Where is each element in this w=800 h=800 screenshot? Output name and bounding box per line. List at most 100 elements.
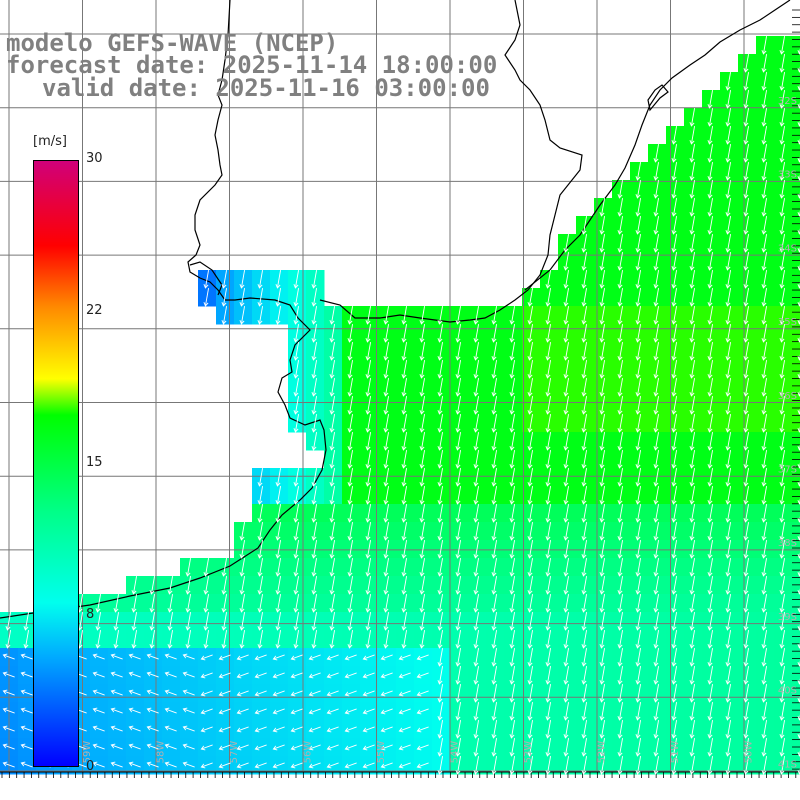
wind-arrow (725, 216, 732, 235)
wind-arrow (671, 396, 678, 415)
wind-arrow (473, 720, 480, 739)
wind-arrow (743, 180, 750, 199)
wind-arrow (743, 432, 750, 451)
wind-arrow (689, 630, 696, 649)
wind-arrow (725, 162, 732, 181)
wind-arrow (617, 450, 624, 469)
wind-arrow (653, 234, 660, 253)
wind-arrow (743, 414, 750, 433)
wind-arrow (149, 612, 156, 631)
wind-arrow (599, 504, 606, 523)
wind-arrow (527, 594, 534, 613)
wind-arrow (380, 744, 393, 751)
wind-arrow (707, 486, 714, 505)
wind-arrow (455, 342, 462, 361)
wind-speed-cell (792, 648, 800, 667)
wind-arrow (344, 708, 357, 715)
wind-arrow (329, 540, 336, 559)
wind-arrow (491, 540, 498, 559)
wind-arrow (779, 594, 786, 613)
wind-arrow (419, 450, 426, 469)
wind-arrow (164, 671, 177, 678)
wind-arrow (509, 432, 516, 451)
wind-arrow (725, 630, 732, 649)
wind-arrow (779, 414, 786, 433)
wind-arrow (257, 558, 264, 577)
wind-arrow (365, 396, 372, 415)
wind-arrow (221, 270, 228, 289)
wind-arrow (509, 414, 516, 433)
wind-arrow (725, 666, 732, 685)
wind-arrow (398, 672, 411, 679)
wind-arrow (671, 594, 678, 613)
wind-arrow (113, 612, 120, 631)
wind-arrow (347, 468, 354, 487)
wind-arrow (401, 594, 408, 613)
wind-arrow (131, 612, 138, 631)
forecast-date: forecast date: 2025-11-14 18:00:00 (6, 51, 498, 79)
wind-arrow (491, 756, 498, 775)
wind-arrow (653, 576, 660, 595)
wind-arrow (203, 270, 210, 289)
wind-arrow (383, 414, 390, 433)
colorbar-tick-label: 8 (86, 607, 95, 622)
wind-arrow (290, 708, 303, 715)
wind-arrow (455, 504, 462, 523)
wind-arrow (635, 378, 642, 397)
wind-arrow (344, 744, 357, 751)
wind-arrow (383, 396, 390, 415)
wind-arrow (527, 720, 534, 739)
wind-arrow (581, 252, 588, 271)
wind-arrow (455, 630, 462, 649)
wind-arrow (545, 450, 552, 469)
wind-arrow (563, 468, 570, 487)
wind-arrow (437, 702, 444, 721)
wind-arrow (455, 522, 462, 541)
wind-arrow (527, 450, 534, 469)
wind-arrow (743, 486, 750, 505)
wind-speed-cell (792, 198, 800, 217)
wind-arrow (635, 306, 642, 325)
wind-arrow (473, 558, 480, 577)
wind-arrow (326, 726, 339, 733)
wind-arrow (707, 234, 714, 253)
wind-arrow (617, 630, 624, 649)
wind-arrow (725, 540, 732, 559)
wind-arrow (509, 540, 516, 559)
wind-arrow (581, 522, 588, 541)
wind-arrow (527, 288, 534, 307)
wind-arrow (455, 756, 462, 775)
wind-arrow (113, 630, 120, 649)
wind-arrow (92, 743, 105, 750)
wind-arrow (347, 432, 354, 451)
wind-arrow (725, 108, 732, 127)
wind-arrow (617, 558, 624, 577)
wind-arrow (689, 378, 696, 397)
wind-arrow (308, 672, 321, 679)
wind-arrow (617, 756, 624, 775)
wind-arrow (527, 378, 534, 397)
wind-arrow (743, 576, 750, 595)
wind-arrow (581, 468, 588, 487)
wind-arrow (635, 414, 642, 433)
wind-arrow (707, 522, 714, 541)
wind-arrow (527, 648, 534, 667)
wind-speed-cell (792, 180, 800, 199)
wind-arrow (671, 162, 678, 181)
wind-arrow (329, 522, 336, 541)
wind-arrow (761, 108, 768, 127)
wind-arrow (203, 594, 210, 613)
wind-arrow (185, 630, 192, 649)
wind-arrow (617, 342, 624, 361)
wind-arrow (779, 432, 786, 451)
wind-arrow (725, 486, 732, 505)
wind-arrow (545, 720, 552, 739)
wind-arrow (401, 540, 408, 559)
wind-arrow (581, 360, 588, 379)
wind-arrow (437, 594, 444, 613)
wind-arrow (761, 720, 768, 739)
wind-arrow (419, 558, 426, 577)
wind-arrow (743, 360, 750, 379)
wind-arrow (347, 594, 354, 613)
wind-arrow (653, 288, 660, 307)
